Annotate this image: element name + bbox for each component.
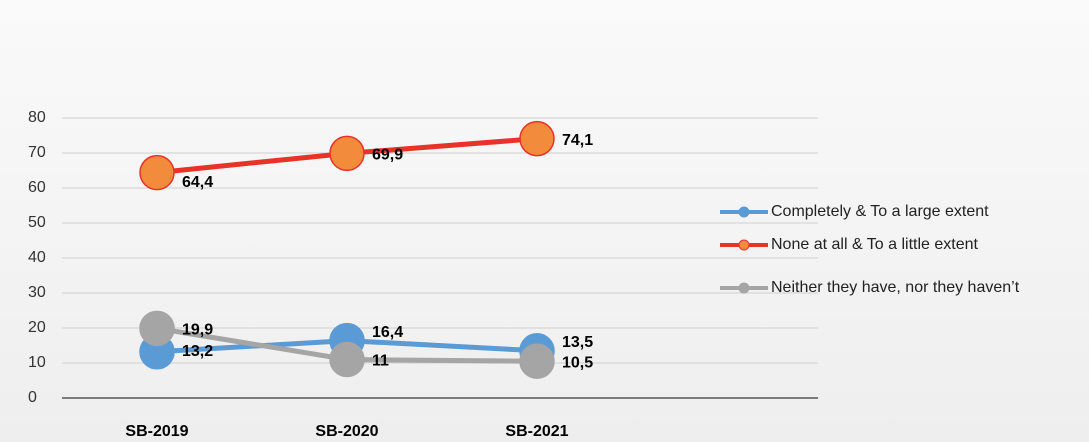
marker (329, 135, 365, 172)
x-tick-label: SB-2019 (125, 423, 188, 440)
legend-label: None at all & To a little extent (771, 236, 978, 253)
marker (329, 341, 365, 378)
y-tick-label: 60 (28, 179, 46, 196)
legend-label: Neither they have, nor they haven’t (771, 279, 1020, 296)
y-tick-label: 20 (28, 319, 46, 336)
data-label: 16,4 (372, 324, 403, 341)
y-tick-label: 30 (28, 284, 46, 301)
x-tick-label: SB-2020 (315, 423, 378, 440)
y-tick-label: 0 (28, 389, 37, 406)
data-label: 11 (372, 353, 389, 370)
x-tick-label: SB-2021 (505, 423, 568, 440)
legend-marker (738, 206, 750, 218)
y-tick-label: 70 (28, 144, 46, 161)
y-tick-label: 40 (28, 249, 46, 266)
legend-marker (738, 239, 750, 251)
marker (139, 154, 175, 191)
data-label: 10,5 (562, 354, 593, 371)
marker (519, 343, 555, 379)
legend-marker (738, 282, 750, 294)
marker (139, 310, 175, 347)
legend-label: Completely & To a large extent (771, 203, 989, 220)
data-label: 19,9 (182, 322, 213, 339)
data-label: 64,4 (182, 174, 213, 191)
data-label: 74,1 (562, 132, 593, 149)
marker (519, 120, 555, 157)
y-tick-label: 50 (28, 214, 46, 231)
y-tick-label: 10 (28, 354, 46, 371)
data-label: 13,2 (182, 343, 213, 360)
y-tick-label: 80 (28, 109, 46, 126)
data-label: 69,9 (372, 147, 403, 164)
data-label: 13,5 (562, 334, 593, 351)
